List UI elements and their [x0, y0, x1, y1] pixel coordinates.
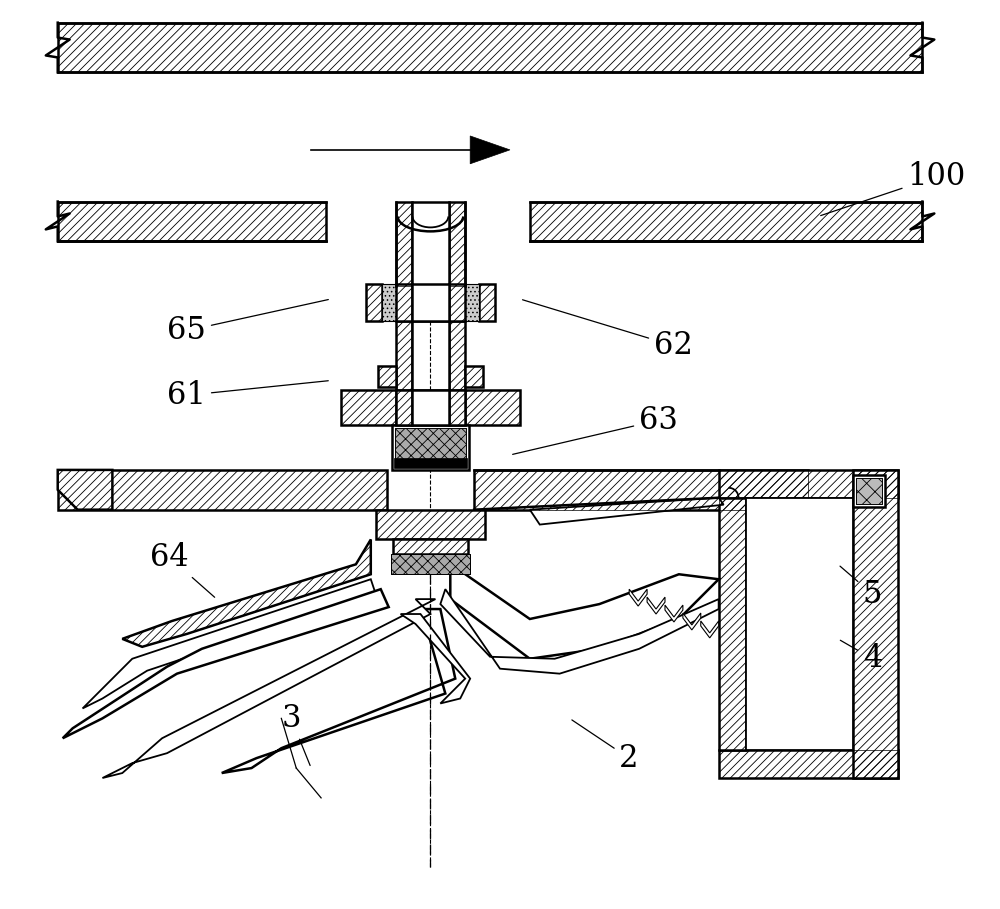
- Bar: [391, 554, 470, 574]
- Bar: [378, 365, 396, 387]
- Polygon shape: [440, 589, 719, 674]
- Bar: [853, 474, 885, 506]
- Polygon shape: [701, 621, 719, 638]
- Bar: [746, 498, 853, 750]
- Bar: [412, 284, 449, 321]
- Bar: [479, 284, 495, 321]
- Bar: [412, 390, 449, 425]
- Bar: [449, 202, 465, 286]
- Bar: [412, 321, 449, 390]
- Bar: [465, 390, 520, 425]
- Polygon shape: [401, 614, 470, 704]
- Bar: [853, 470, 898, 778]
- Polygon shape: [83, 579, 376, 708]
- Polygon shape: [450, 567, 719, 659]
- Bar: [719, 470, 898, 498]
- Bar: [58, 23, 922, 73]
- Bar: [449, 390, 465, 425]
- Polygon shape: [122, 539, 371, 647]
- Bar: [396, 202, 412, 286]
- Bar: [376, 510, 485, 539]
- Bar: [449, 321, 465, 390]
- Text: 63: 63: [513, 405, 678, 454]
- Text: 62: 62: [523, 300, 693, 361]
- Polygon shape: [222, 609, 455, 773]
- Polygon shape: [665, 605, 683, 622]
- Text: 4: 4: [840, 640, 882, 674]
- Bar: [449, 202, 465, 286]
- Text: 65: 65: [167, 300, 328, 346]
- Bar: [376, 510, 485, 539]
- Polygon shape: [647, 597, 665, 614]
- Polygon shape: [530, 498, 724, 524]
- Bar: [393, 539, 468, 554]
- Bar: [719, 750, 898, 778]
- Bar: [474, 470, 808, 510]
- Text: 3: 3: [281, 703, 310, 765]
- Bar: [58, 470, 387, 510]
- Bar: [395, 428, 466, 467]
- Bar: [396, 390, 412, 425]
- Bar: [449, 284, 479, 321]
- Bar: [530, 202, 922, 241]
- Polygon shape: [683, 613, 701, 630]
- Bar: [378, 365, 396, 387]
- Bar: [465, 365, 483, 387]
- Bar: [719, 750, 898, 778]
- Bar: [856, 478, 882, 504]
- Bar: [449, 390, 465, 425]
- Text: 2: 2: [572, 720, 639, 774]
- Bar: [396, 284, 412, 321]
- Bar: [396, 284, 412, 321]
- Bar: [719, 498, 746, 750]
- Bar: [719, 470, 898, 498]
- Bar: [393, 539, 468, 554]
- Bar: [341, 390, 396, 425]
- Bar: [58, 470, 387, 510]
- Polygon shape: [102, 599, 435, 778]
- Bar: [396, 390, 412, 425]
- Bar: [395, 428, 466, 467]
- Bar: [382, 284, 412, 321]
- Bar: [449, 284, 465, 321]
- Bar: [449, 284, 465, 321]
- Bar: [412, 202, 449, 286]
- Bar: [474, 470, 808, 510]
- Polygon shape: [470, 136, 510, 164]
- Text: 61: 61: [167, 380, 328, 411]
- Bar: [366, 284, 382, 321]
- Polygon shape: [58, 470, 112, 510]
- Bar: [479, 284, 495, 321]
- Bar: [856, 478, 882, 504]
- Bar: [382, 284, 412, 321]
- Bar: [465, 390, 520, 425]
- Bar: [396, 321, 412, 390]
- Text: 5: 5: [840, 566, 882, 610]
- Bar: [396, 321, 412, 390]
- Bar: [341, 390, 396, 425]
- Bar: [465, 365, 483, 387]
- Bar: [392, 425, 469, 470]
- Bar: [391, 554, 470, 574]
- Bar: [58, 202, 326, 241]
- Bar: [530, 202, 922, 241]
- Bar: [449, 321, 465, 390]
- Bar: [58, 202, 326, 241]
- Polygon shape: [629, 589, 647, 606]
- Text: 64: 64: [150, 542, 215, 597]
- Bar: [58, 23, 922, 73]
- Text: 100: 100: [821, 161, 966, 215]
- Bar: [853, 470, 898, 778]
- Bar: [719, 498, 746, 750]
- Bar: [449, 284, 479, 321]
- Bar: [396, 202, 412, 286]
- Bar: [366, 284, 382, 321]
- Polygon shape: [63, 589, 389, 738]
- Bar: [394, 458, 467, 468]
